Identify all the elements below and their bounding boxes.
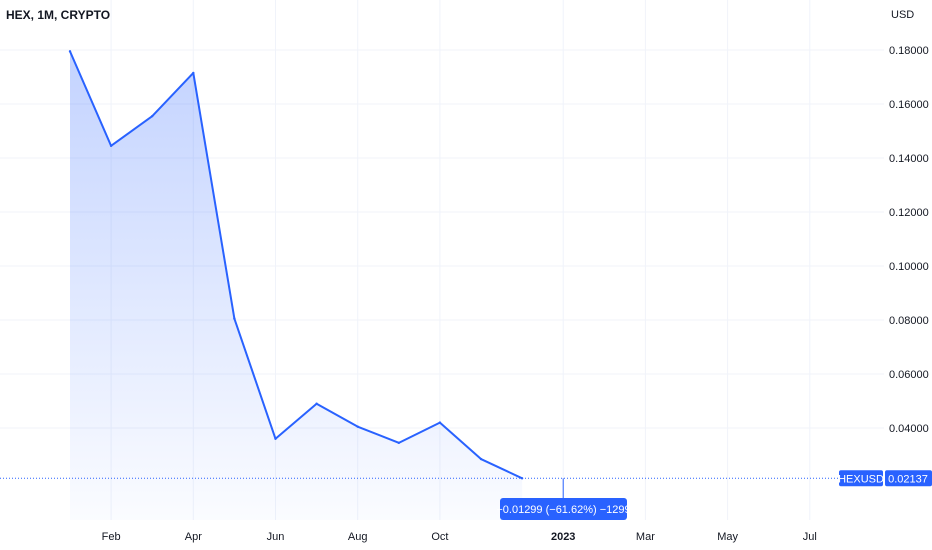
x-tick-label: Mar bbox=[636, 531, 655, 543]
x-tick-label: Apr bbox=[185, 531, 202, 543]
chart-title: HEX, 1M, CRYPTO bbox=[6, 8, 111, 22]
price-axis[interactable]: USD 0.18000 0.16000 0.14000 0.12000 0.10000 0… bbox=[889, 9, 929, 435]
series-line[interactable] bbox=[68, 50, 524, 480]
series-path[interactable] bbox=[69, 50, 523, 480]
y-tick-label: 0.14000 bbox=[889, 153, 929, 165]
data-point[interactable] bbox=[356, 425, 359, 428]
data-point[interactable] bbox=[151, 114, 154, 118]
measure-tool[interactable]: −0.01299 (−61.62%) −1299 bbox=[496, 478, 631, 520]
measure-label: −0.01299 (−61.62%) −1299 bbox=[496, 504, 630, 516]
x-tick-label: Jul bbox=[803, 531, 817, 543]
y-tick-label: 0.06000 bbox=[889, 369, 929, 381]
data-point[interactable] bbox=[479, 457, 483, 461]
data-point[interactable] bbox=[438, 421, 442, 424]
x-tick-label: May bbox=[717, 531, 738, 543]
x-tick-label: Jun bbox=[267, 531, 285, 543]
x-tick-label: Feb bbox=[102, 531, 121, 543]
data-point[interactable] bbox=[315, 402, 318, 405]
data-point[interactable] bbox=[274, 437, 277, 440]
symbol-tag bbox=[839, 470, 883, 487]
x-tick-label: 2023 bbox=[551, 531, 575, 543]
last-price-label: 0.02137 bbox=[888, 473, 928, 485]
data-point[interactable] bbox=[68, 50, 72, 53]
price-tags: HEXUSD 0.02137 bbox=[838, 470, 932, 487]
y-tick-label: 0.18000 bbox=[889, 45, 929, 57]
last-price-tag bbox=[885, 470, 932, 487]
x-tick-label: Aug bbox=[348, 531, 368, 543]
currency-label: USD bbox=[891, 9, 914, 21]
data-point[interactable] bbox=[192, 71, 195, 75]
symbol-tag-label: HEXUSD bbox=[838, 473, 884, 485]
y-tick-label: 0.12000 bbox=[889, 207, 929, 219]
y-tick-label: 0.04000 bbox=[889, 423, 929, 435]
data-point[interactable] bbox=[233, 317, 236, 320]
y-tick-label: 0.10000 bbox=[889, 261, 929, 273]
x-tick-label: Oct bbox=[431, 531, 448, 543]
area-path bbox=[70, 51, 523, 520]
measure-label-box[interactable] bbox=[500, 498, 627, 520]
time-axis[interactable]: Feb Apr Jun Aug Oct 2023 Mar May Jul bbox=[102, 531, 817, 543]
data-point[interactable] bbox=[397, 441, 400, 445]
y-tick-label: 0.08000 bbox=[889, 315, 929, 327]
y-tick-label: 0.16000 bbox=[889, 99, 929, 111]
area-fill bbox=[70, 51, 523, 520]
data-point[interactable] bbox=[109, 144, 113, 148]
